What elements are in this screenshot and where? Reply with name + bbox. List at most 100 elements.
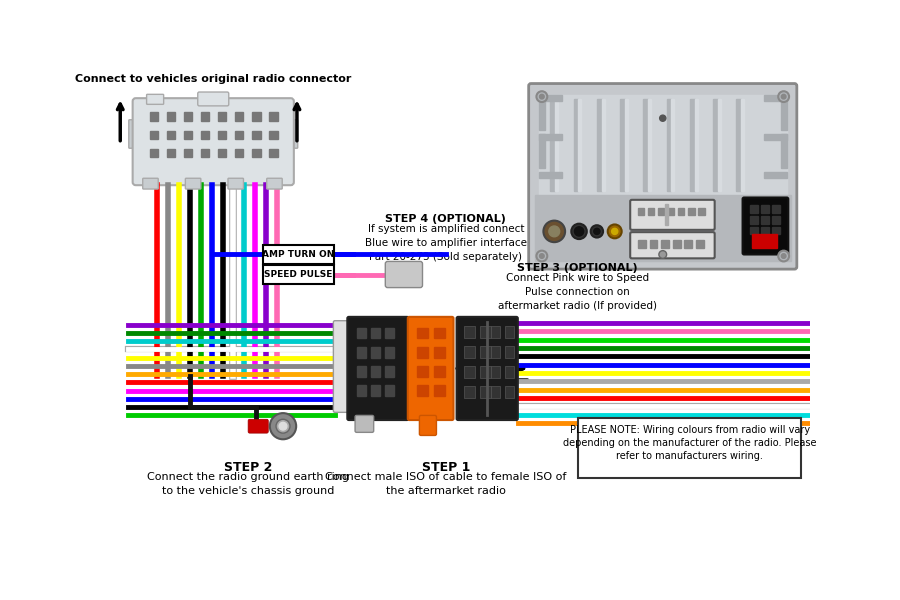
Bar bbox=[491, 326, 500, 338]
Bar bbox=[679, 208, 685, 215]
Bar bbox=[751, 216, 758, 224]
Bar bbox=[761, 205, 769, 213]
FancyBboxPatch shape bbox=[143, 178, 158, 189]
Bar bbox=[667, 99, 671, 191]
Circle shape bbox=[539, 94, 544, 99]
Circle shape bbox=[781, 254, 786, 259]
FancyBboxPatch shape bbox=[129, 120, 140, 148]
Circle shape bbox=[544, 221, 565, 242]
Bar bbox=[235, 112, 244, 121]
Bar bbox=[780, 134, 787, 168]
Bar bbox=[539, 172, 562, 178]
Bar bbox=[149, 112, 158, 121]
Bar bbox=[579, 99, 581, 191]
Bar bbox=[601, 99, 605, 191]
Bar bbox=[638, 240, 645, 248]
Bar bbox=[741, 99, 744, 191]
Bar bbox=[491, 346, 500, 358]
Text: STEP 4 (OPTIONAL): STEP 4 (OPTIONAL) bbox=[385, 214, 506, 224]
Bar bbox=[620, 99, 625, 191]
Bar bbox=[464, 386, 475, 398]
Bar bbox=[166, 131, 176, 139]
FancyBboxPatch shape bbox=[630, 200, 715, 230]
FancyBboxPatch shape bbox=[456, 317, 518, 420]
FancyBboxPatch shape bbox=[385, 262, 422, 287]
Text: Connect to vehicles original radio connector: Connect to vehicles original radio conne… bbox=[75, 74, 351, 85]
FancyBboxPatch shape bbox=[356, 415, 373, 433]
Text: Connect Pink wire to Speed
Pulse connection on
aftermarket radio (If provided): Connect Pink wire to Speed Pulse connect… bbox=[498, 273, 657, 311]
FancyBboxPatch shape bbox=[579, 418, 802, 478]
Circle shape bbox=[608, 224, 622, 238]
Circle shape bbox=[270, 413, 296, 439]
Bar bbox=[763, 95, 787, 101]
Circle shape bbox=[594, 229, 600, 235]
Bar bbox=[491, 366, 500, 379]
Bar bbox=[539, 134, 545, 168]
FancyBboxPatch shape bbox=[528, 83, 796, 269]
Circle shape bbox=[778, 91, 789, 102]
Text: PLEASE NOTE: Wiring colours from radio will vary
depending on the manufacturer o: PLEASE NOTE: Wiring colours from radio w… bbox=[563, 425, 816, 461]
Circle shape bbox=[778, 251, 789, 262]
Bar bbox=[218, 112, 227, 121]
Bar bbox=[252, 112, 260, 121]
Bar bbox=[384, 347, 394, 358]
Bar bbox=[252, 149, 260, 157]
Bar bbox=[752, 235, 777, 248]
FancyBboxPatch shape bbox=[408, 317, 454, 420]
Circle shape bbox=[572, 224, 587, 239]
FancyBboxPatch shape bbox=[248, 419, 268, 433]
Bar bbox=[718, 99, 721, 191]
Bar bbox=[218, 131, 227, 139]
Bar bbox=[235, 131, 244, 139]
Bar bbox=[780, 95, 787, 130]
FancyBboxPatch shape bbox=[333, 321, 354, 412]
Bar bbox=[505, 346, 514, 358]
Bar bbox=[597, 99, 601, 191]
Bar bbox=[685, 240, 692, 248]
Bar bbox=[751, 205, 758, 213]
Bar bbox=[464, 326, 475, 338]
Bar bbox=[696, 240, 704, 248]
FancyBboxPatch shape bbox=[132, 98, 293, 185]
Bar bbox=[149, 131, 158, 139]
Bar bbox=[648, 99, 651, 191]
Bar bbox=[551, 99, 555, 191]
Bar bbox=[761, 227, 769, 235]
Bar bbox=[772, 227, 779, 235]
Bar bbox=[166, 149, 176, 157]
Bar bbox=[505, 366, 514, 379]
Bar bbox=[698, 208, 705, 215]
FancyBboxPatch shape bbox=[287, 120, 298, 148]
Bar bbox=[644, 99, 648, 191]
Bar bbox=[539, 134, 562, 140]
Bar bbox=[252, 131, 260, 139]
Bar bbox=[480, 386, 491, 398]
Bar bbox=[371, 328, 380, 338]
Bar bbox=[149, 149, 158, 157]
Bar bbox=[184, 131, 193, 139]
FancyBboxPatch shape bbox=[347, 317, 409, 420]
Bar bbox=[772, 216, 779, 224]
FancyBboxPatch shape bbox=[263, 265, 334, 284]
Bar bbox=[184, 112, 193, 121]
Bar bbox=[772, 205, 779, 213]
Bar bbox=[673, 240, 680, 248]
Bar bbox=[650, 240, 657, 248]
Bar bbox=[218, 149, 227, 157]
Bar bbox=[671, 99, 674, 191]
Bar bbox=[417, 366, 428, 377]
Bar bbox=[690, 99, 695, 191]
Bar bbox=[763, 172, 787, 178]
Bar bbox=[736, 99, 741, 191]
Bar bbox=[713, 99, 718, 191]
Bar bbox=[434, 328, 445, 338]
Bar bbox=[480, 326, 491, 338]
Bar bbox=[384, 328, 394, 338]
Bar bbox=[668, 208, 674, 215]
Circle shape bbox=[659, 251, 667, 259]
Bar bbox=[480, 346, 491, 358]
Bar bbox=[658, 208, 664, 215]
Bar bbox=[763, 134, 787, 140]
Bar bbox=[201, 149, 210, 157]
Bar bbox=[625, 99, 628, 191]
